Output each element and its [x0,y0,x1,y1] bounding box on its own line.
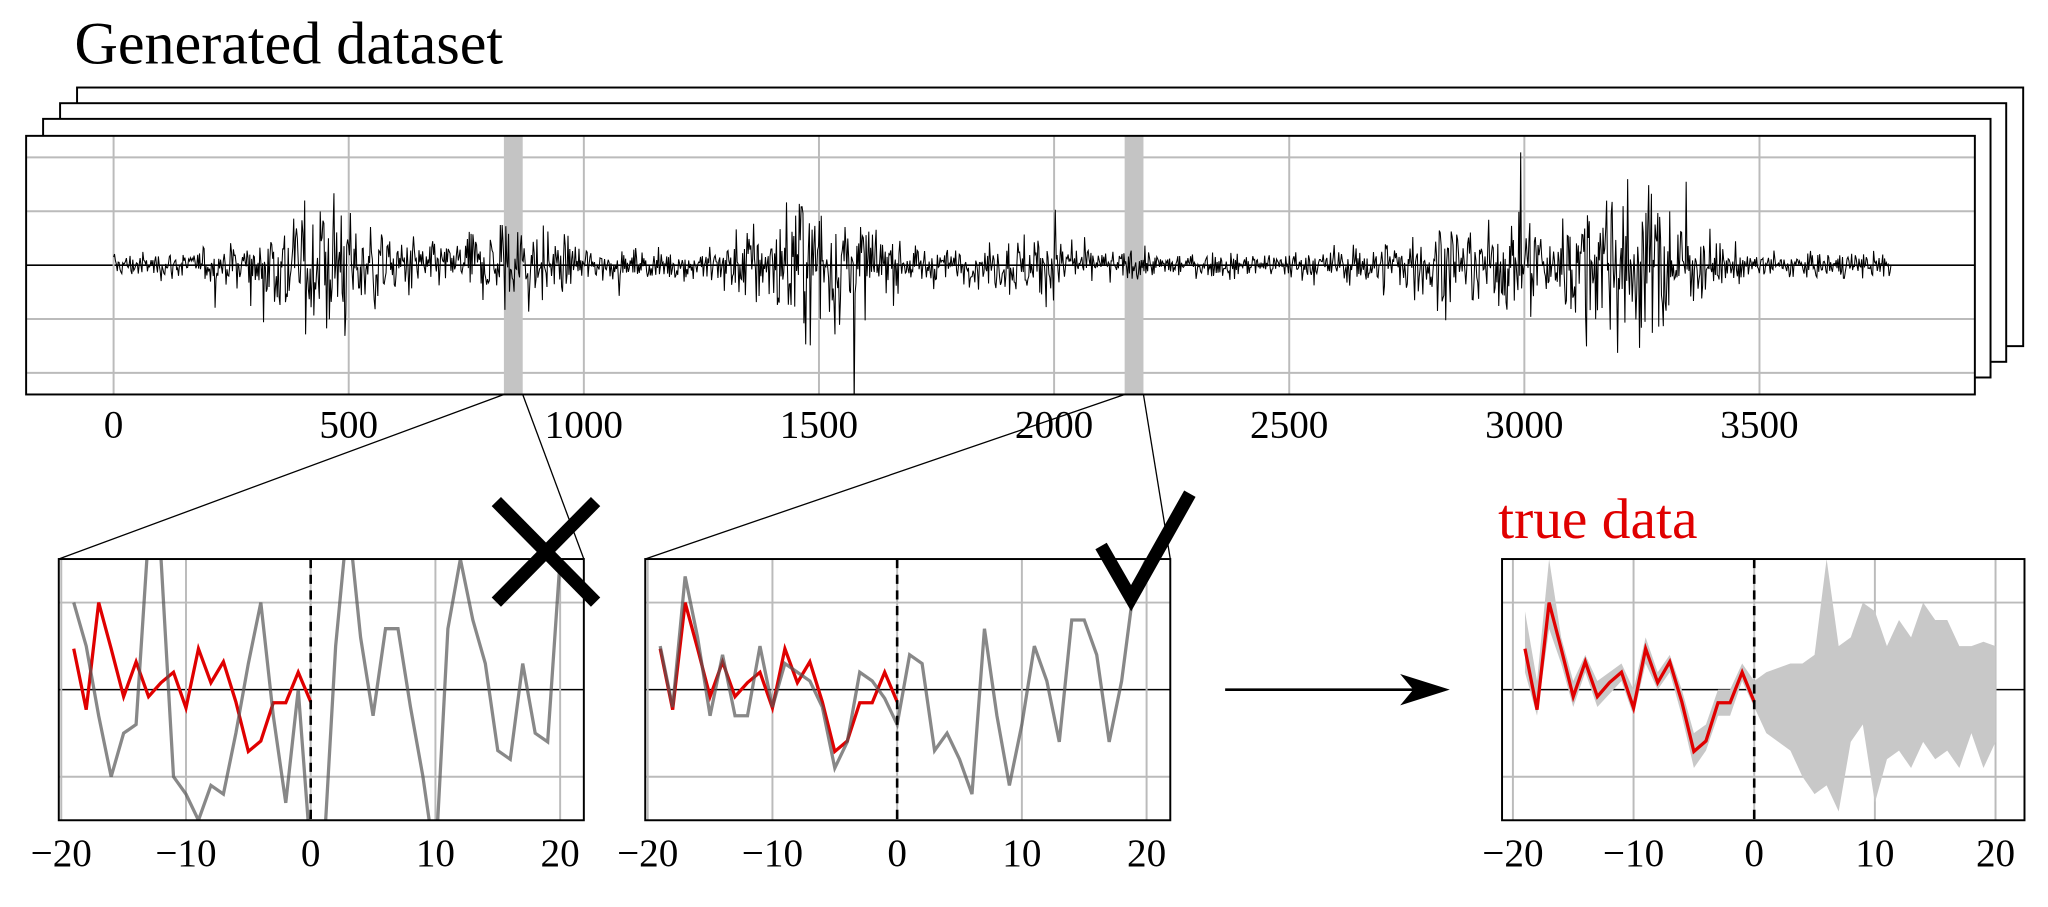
x-tick-label: 0 [104,403,124,446]
x-tick-label: −10 [1603,832,1664,875]
highlight [1124,135,1144,395]
check-mark [1095,490,1196,612]
x-tick-label: 10 [1002,832,1041,875]
x-tick-label: 3500 [1720,403,1798,446]
panel [645,559,1171,821]
waveform [113,152,1892,395]
panel-frame [57,558,585,822]
sample-line [658,559,1149,795]
x-tick-label: 1500 [780,403,858,446]
zoom-line [645,393,1125,560]
zoom-line [58,393,505,560]
x-tick-label: 0 [887,832,907,875]
x-tick-label: 3000 [1485,403,1563,446]
x-tick-label: 20 [1976,832,2015,875]
x-tick-label: 2000 [1015,403,1093,446]
true-line [1523,602,1756,755]
true-data-label: true data [1498,488,1697,551]
x-tick-label: −20 [1482,832,1543,875]
x-tick-label: 0 [301,832,321,875]
x-tick-label: −20 [31,832,92,875]
x-tick-label: −10 [742,832,803,875]
forecast-band [1524,559,1996,812]
panel-frame [1501,558,2026,822]
x-tick-label: 20 [541,832,580,875]
x-tick-label: 500 [319,403,378,446]
panel [58,559,584,821]
sample-line [72,559,562,821]
cross-mark [491,496,601,607]
x-tick-label: 20 [1127,832,1166,875]
panel [1502,559,2025,821]
x-tick-label: −20 [617,832,678,875]
main-frame [25,134,1976,396]
x-tick-label: 0 [1744,832,1764,875]
x-tick-label: 10 [1855,832,1894,875]
title: Generated dataset [74,9,503,76]
x-tick-label: −10 [155,832,216,875]
highlight [503,135,523,395]
x-tick-label: 1000 [545,403,623,446]
panel-frame [644,558,1172,822]
x-tick-label: 10 [416,832,455,875]
x-tick-label: 2500 [1250,403,1328,446]
arrow [1225,673,1450,706]
